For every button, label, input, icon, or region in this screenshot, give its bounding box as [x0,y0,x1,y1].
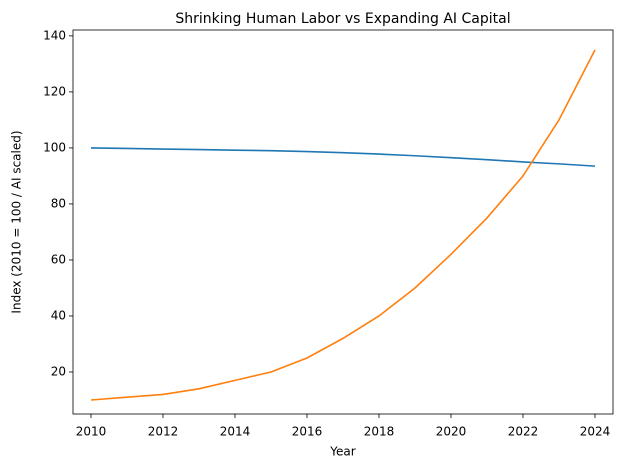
x-tick-label: 2010 [76,425,107,439]
x-tick-label: 2018 [364,425,395,439]
chart-title: Shrinking Human Labor vs Expanding AI Ca… [175,11,510,27]
y-axis-label: Index (2010 = 100 / AI scaled) [10,130,24,313]
x-tick-label: 2022 [508,425,539,439]
y-tick-label: 60 [51,252,66,266]
y-tick-label: 120 [43,84,66,98]
x-axis-label: Year [329,445,355,459]
y-tick-label: 20 [51,364,66,378]
y-tick-label: 80 [51,196,66,210]
x-tick-label: 2014 [220,425,251,439]
y-tick-label: 100 [43,140,66,154]
series-line [90,147,596,167]
x-tick-label: 2020 [436,425,467,439]
y-tick-label: 40 [51,308,66,322]
x-tick-label: 2012 [148,425,179,439]
plot-frame [72,29,614,415]
series-line [90,49,596,401]
y-tick-label: 140 [43,28,66,42]
x-tick-label: 2024 [580,425,611,439]
x-tick-label: 2016 [292,425,323,439]
